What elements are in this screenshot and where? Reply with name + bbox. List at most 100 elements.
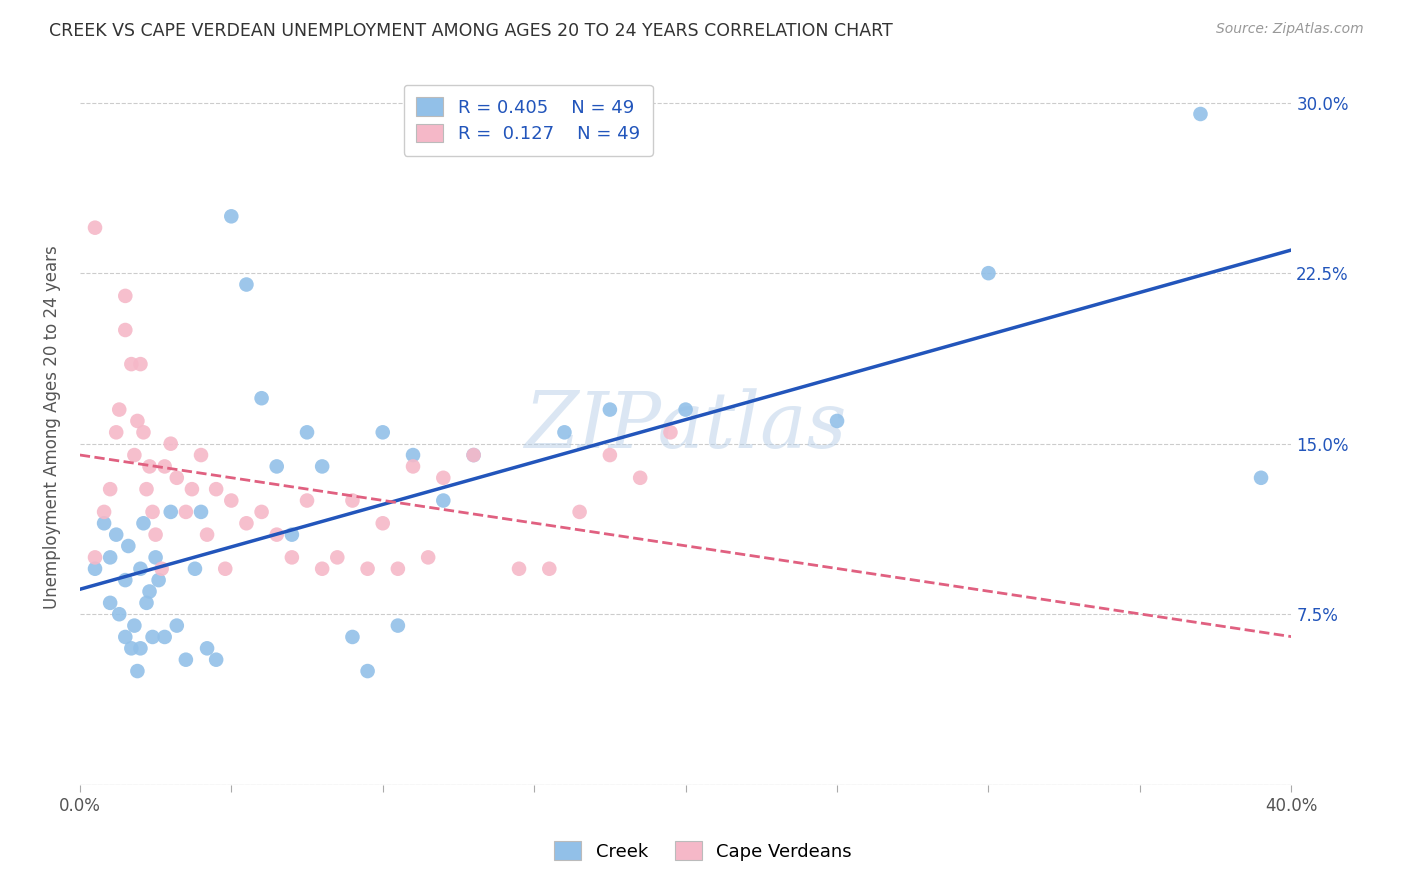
Point [659,425,682,440]
Point [135,596,157,610]
Point [105,425,128,440]
Point [402,459,425,474]
Point [150,562,173,576]
Point [142,505,165,519]
Point [387,562,409,576]
Point [250,391,273,405]
Point [235,516,257,531]
Point [432,493,454,508]
Point [553,425,575,440]
Point [463,448,485,462]
Point [195,641,218,656]
Point [93,516,115,531]
Point [281,550,304,565]
Point [221,493,243,508]
Point [127,664,149,678]
Point [124,448,146,462]
Point [108,607,131,622]
Point [142,630,165,644]
Point [281,527,304,541]
Point [129,641,152,656]
Point [138,584,160,599]
Y-axis label: Unemployment Among Ages 20 to 24 years: Unemployment Among Ages 20 to 24 years [44,244,60,608]
Point [153,459,176,474]
Point [166,618,188,632]
Point [114,573,136,587]
Text: CREEK VS CAPE VERDEAN UNEMPLOYMENT AMONG AGES 20 TO 24 YEARS CORRELATION CHART: CREEK VS CAPE VERDEAN UNEMPLOYMENT AMONG… [49,22,893,40]
Point [250,505,273,519]
Point [98,596,121,610]
Point [132,516,155,531]
Point [221,210,243,224]
Point [98,550,121,565]
Point [418,550,440,565]
Point [159,436,181,450]
Point [356,664,378,678]
Point [145,550,167,565]
Point [159,505,181,519]
Point [1250,471,1272,485]
Point [195,527,218,541]
Point [342,493,364,508]
Point [508,562,530,576]
Text: Source: ZipAtlas.com: Source: ZipAtlas.com [1216,22,1364,37]
Point [628,471,651,485]
Point [124,618,146,632]
Point [356,562,378,576]
Point [138,459,160,474]
Point [295,425,318,440]
Point [132,425,155,440]
Point [174,505,197,519]
Point [84,562,107,576]
Point [371,516,394,531]
Point [174,653,197,667]
Point [371,425,394,440]
Point [190,448,212,462]
Point [402,448,425,462]
Point [129,357,152,371]
Point [120,641,142,656]
Point [153,630,176,644]
Point [129,562,152,576]
Point [1189,107,1212,121]
Point [93,505,115,519]
Point [114,323,136,337]
Point [214,562,236,576]
Point [825,414,848,428]
Point [538,562,561,576]
Point [145,527,167,541]
Point [342,630,364,644]
Point [184,562,207,576]
Point [205,653,228,667]
Point [675,402,697,417]
Point [432,471,454,485]
Point [295,493,318,508]
Point [181,482,204,496]
Point [568,505,591,519]
Point [135,482,157,496]
Point [127,414,149,428]
Point [977,266,1000,280]
Point [105,527,128,541]
Text: ZIPatlas: ZIPatlas [524,389,846,465]
Point [114,630,136,644]
Point [166,471,188,485]
Point [326,550,349,565]
Point [311,459,333,474]
Point [108,402,131,417]
Point [463,448,485,462]
Point [190,505,212,519]
Point [120,357,142,371]
Point [98,482,121,496]
Point [311,562,333,576]
Point [205,482,228,496]
Point [235,277,257,292]
Point [117,539,139,553]
Legend: R = 0.405    N = 49, R =  0.127    N = 49: R = 0.405 N = 49, R = 0.127 N = 49 [404,85,652,156]
Point [114,289,136,303]
Point [266,527,288,541]
Legend: Creek, Cape Verdeans: Creek, Cape Verdeans [546,832,860,870]
Point [387,618,409,632]
Point [599,448,621,462]
Point [599,402,621,417]
